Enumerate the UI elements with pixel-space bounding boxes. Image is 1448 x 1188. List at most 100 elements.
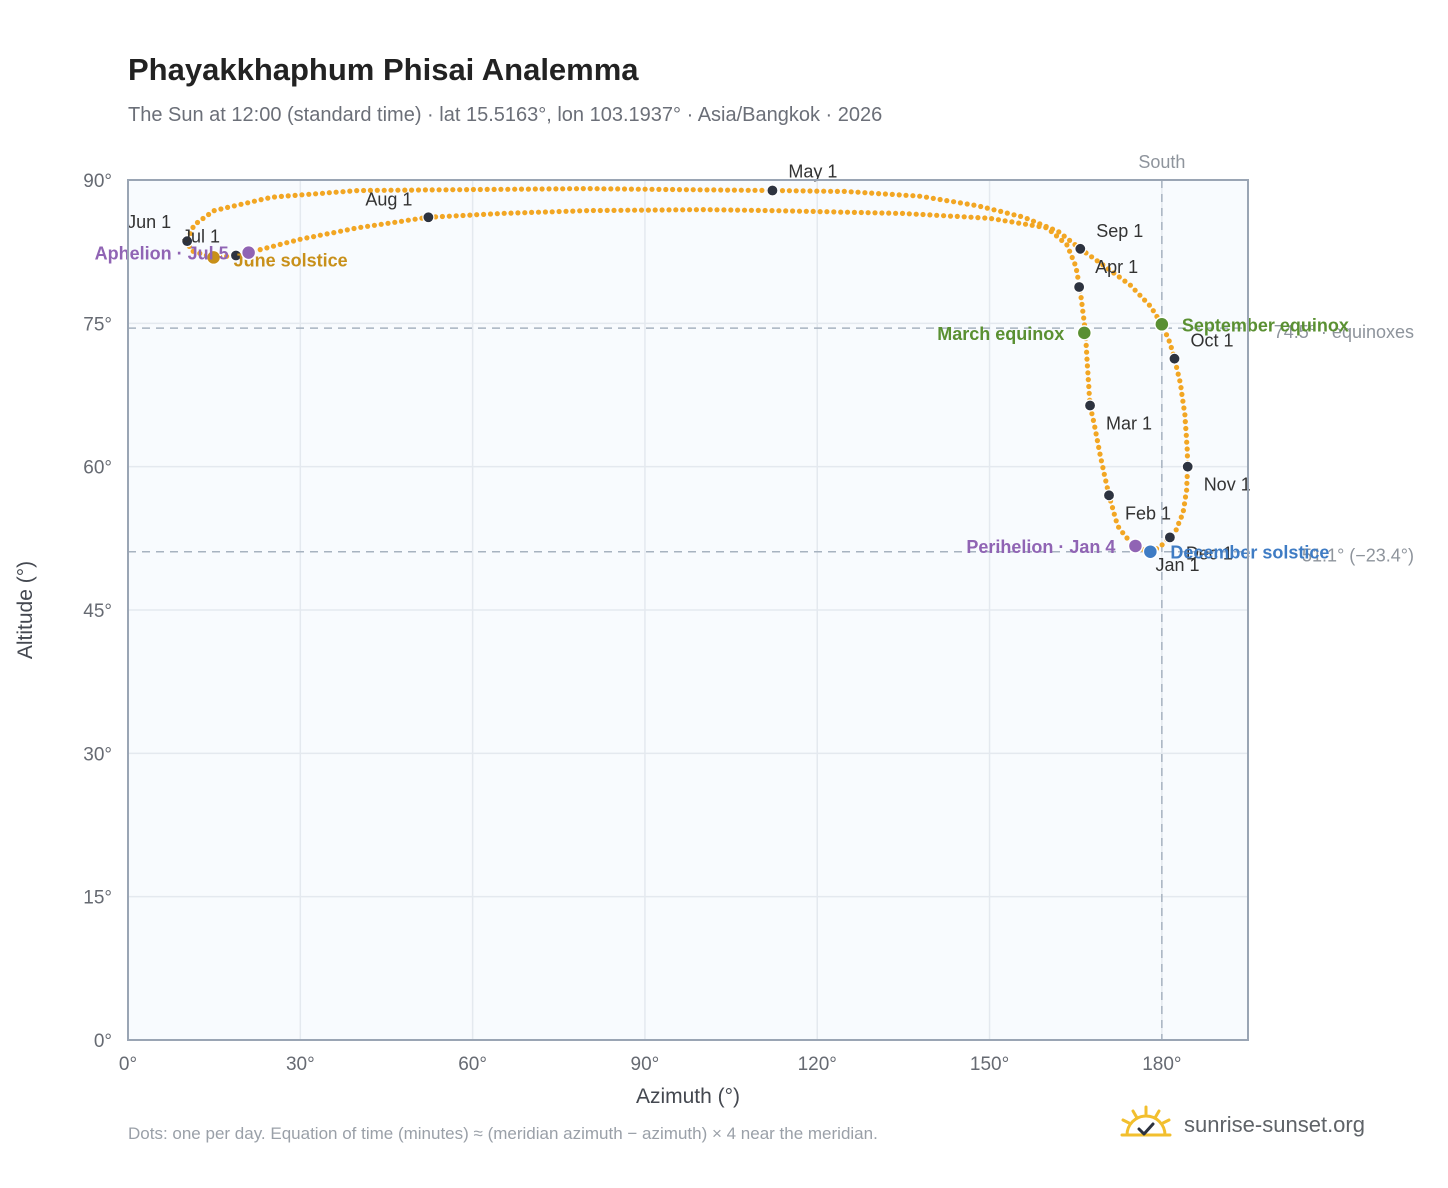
daily-dot [1053, 233, 1060, 239]
daily-dot [522, 210, 528, 216]
daily-dot [913, 211, 919, 217]
daily-dot [718, 187, 724, 193]
daily-dot [632, 207, 638, 213]
tick-labels: 0° 30° 60° 90° 120° 150° 180° 0° 15° 30° 45° 60° 75°… [83, 171, 1181, 1075]
daily-dot [231, 203, 237, 209]
daily-dot [611, 207, 617, 213]
daily-dot [810, 208, 816, 214]
daily-dot [752, 187, 758, 193]
y-tick-label: 90° [83, 171, 112, 192]
daily-dot [194, 219, 201, 226]
daily-dot [299, 192, 305, 198]
daily-dot [1113, 518, 1119, 524]
daily-dot [311, 234, 317, 240]
daily-dot [317, 232, 323, 238]
daily-dot [1067, 248, 1073, 254]
daily-dot [707, 207, 713, 213]
daily-dot [271, 194, 278, 200]
daily-dot [899, 210, 906, 216]
daily-dot [1011, 212, 1017, 218]
daily-dot [906, 211, 912, 217]
daily-dot [769, 208, 775, 214]
daily-dot [638, 207, 645, 213]
daily-dot [635, 186, 641, 192]
daily-dot [800, 188, 806, 194]
daily-dot [238, 201, 244, 207]
daily-dot [367, 187, 373, 193]
daily-dot [1002, 218, 1008, 224]
daily-dot [828, 188, 834, 194]
daily-dot [1159, 542, 1165, 548]
month-label: Mar 1 [1106, 414, 1152, 434]
x-tick-label: 30° [286, 1054, 315, 1075]
daily-dot [563, 208, 569, 214]
daily-dot [896, 192, 902, 198]
daily-dot [1100, 465, 1106, 471]
daily-dot [1166, 338, 1172, 344]
daily-dot [481, 211, 487, 217]
daily-dot [964, 201, 970, 207]
daily-dot [1184, 446, 1190, 452]
daily-dot [1184, 453, 1190, 459]
daily-dot [1086, 383, 1092, 390]
daily-dot [841, 188, 847, 194]
daily-dot [584, 208, 590, 214]
daily-dot [1004, 210, 1010, 216]
month-label: Dec 1 [1186, 543, 1233, 563]
daily-dot [1146, 302, 1152, 308]
daily-dot [865, 210, 871, 216]
brand-logo[interactable]: sunrise-sunset.org [1118, 1102, 1365, 1148]
daily-dot [265, 195, 271, 201]
daily-dot [1181, 405, 1187, 411]
daily-dot [297, 236, 303, 242]
daily-dot [903, 192, 909, 198]
daily-dot [1092, 424, 1098, 430]
daily-dot [577, 208, 583, 214]
daily-dot [467, 212, 473, 218]
daily-dot [690, 187, 696, 193]
daily-dot [776, 208, 782, 214]
month-marker [1181, 460, 1194, 473]
daily-dot [333, 189, 339, 195]
daily-dot [1090, 417, 1096, 423]
daily-dot [258, 197, 264, 203]
month-label: Aug 1 [365, 189, 412, 209]
daily-dot [700, 207, 706, 213]
x-tick-label: 150° [970, 1054, 1009, 1075]
daily-dot [876, 191, 882, 197]
x-tick-label: 90° [631, 1054, 660, 1075]
daily-dot [570, 208, 576, 214]
daily-dot [971, 202, 977, 208]
daily-dot [755, 207, 761, 213]
daily-dot [347, 188, 353, 194]
daily-dot [711, 187, 717, 193]
daily-dot [930, 195, 936, 201]
daily-dot [1142, 297, 1148, 303]
daily-dot [824, 209, 830, 215]
daily-dot [855, 189, 861, 195]
daily-dot [331, 230, 337, 236]
daily-dot [535, 209, 542, 215]
daily-dot [834, 188, 841, 194]
daily-dot [450, 187, 456, 193]
daily-dot [491, 186, 497, 192]
daily-dot [392, 219, 398, 225]
daily-dot [290, 238, 297, 244]
sun-check-icon [1120, 1105, 1172, 1137]
daily-dot [1132, 287, 1138, 293]
daily-dot [1184, 439, 1190, 445]
daily-dot [1176, 520, 1182, 527]
daily-dot [190, 248, 196, 254]
solstice_december-label: December solstice [1170, 543, 1329, 563]
daily-dot [477, 186, 483, 193]
daily-dot [580, 186, 586, 192]
daily-dot [211, 208, 217, 214]
daily-dot [304, 235, 310, 241]
daily-dot [1097, 451, 1103, 457]
daily-dot [656, 186, 662, 192]
daily-dot [1024, 216, 1030, 222]
y-tick-label: 0° [94, 1031, 112, 1052]
daily-dot [597, 207, 603, 214]
daily-dot [666, 207, 672, 213]
daily-dot [415, 187, 422, 193]
